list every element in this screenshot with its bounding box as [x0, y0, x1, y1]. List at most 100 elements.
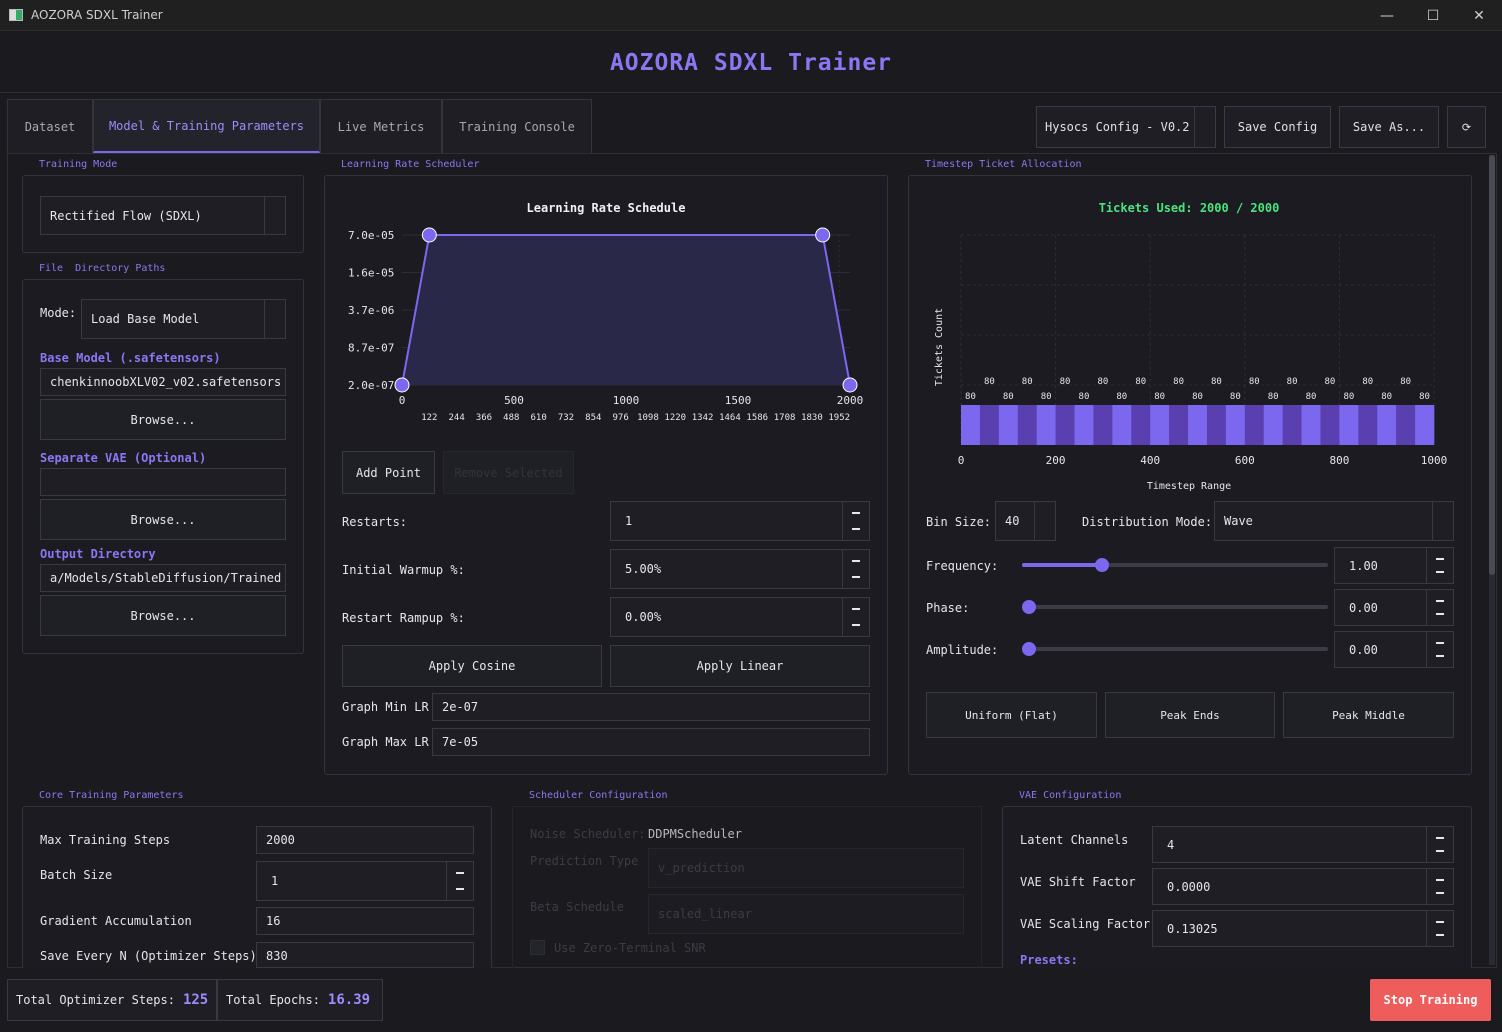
- lr-minor-tick-label: 1708: [774, 413, 796, 423]
- lr-chart-title: Learning Rate Schedule: [527, 201, 686, 215]
- total-epochs-value: 16.39: [327, 992, 371, 1008]
- vae-scaling-spinbox[interactable]: 0.13025: [1152, 910, 1454, 947]
- lr-minor-tick-label: 1098: [637, 413, 659, 423]
- latent-channels-stepper[interactable]: [1426, 827, 1453, 862]
- zero-snr-checkbox[interactable]: [530, 940, 545, 955]
- minimize-button[interactable]: —: [1380, 7, 1394, 24]
- lr-schedule-chart[interactable]: Learning Rate Schedule 7.0e-05 1.6e-05 3.7…: [330, 190, 880, 435]
- ticket-bar: [1244, 405, 1265, 445]
- stop-training-button[interactable]: Stop Training: [1370, 979, 1491, 1021]
- restarts-stepper[interactable]: [842, 502, 869, 540]
- restarts-spinbox[interactable]: 1: [610, 501, 870, 541]
- refresh-icon[interactable]: ⟳: [1447, 106, 1486, 148]
- base-model-input[interactable]: chenkinnoobXLV02_v02.safetensors: [40, 368, 286, 396]
- save-every-label: Save Every N (Optimizer Steps): [40, 949, 257, 963]
- remove-selected-button[interactable]: Remove Selected: [443, 451, 574, 494]
- noise-scheduler-value: DDPMScheduler: [648, 827, 742, 841]
- warmup-spinbox[interactable]: 5.00%: [610, 549, 870, 589]
- ticket-bar-label: 80: [984, 377, 995, 387]
- vae-browse-button[interactable]: Browse...: [40, 499, 286, 540]
- vae-shift-stepper[interactable]: [1426, 869, 1453, 904]
- uniform-flat-button[interactable]: Uniform (Flat): [926, 692, 1097, 738]
- peak-ends-button[interactable]: Peak Ends: [1105, 692, 1275, 738]
- peak-middle-button[interactable]: Peak Middle: [1283, 692, 1454, 738]
- distribution-mode-select[interactable]: Wave: [1214, 501, 1454, 541]
- lr-minor-tick-label: 1952: [828, 413, 850, 423]
- tab-dataset[interactable]: Dataset: [7, 99, 93, 153]
- frequency-slider-handle[interactable]: [1095, 558, 1109, 572]
- amplitude-spinbox[interactable]: 0.00: [1334, 631, 1454, 668]
- scrollbar-thumb[interactable]: [1489, 155, 1495, 575]
- apply-linear-button[interactable]: Apply Linear: [610, 645, 870, 687]
- min-lr-input[interactable]: 2e-07: [432, 693, 870, 721]
- apply-cosine-button[interactable]: Apply Cosine: [342, 645, 602, 687]
- rampup-stepper[interactable]: [842, 598, 869, 636]
- add-point-button[interactable]: Add Point: [342, 451, 435, 494]
- min-lr-label: Graph Min LR: [342, 700, 429, 714]
- distribution-mode-label: Distribution Mode:: [1082, 515, 1213, 529]
- prediction-type-select[interactable]: v_prediction: [648, 848, 964, 888]
- frequency-value: 1.00: [1349, 558, 1378, 573]
- core-params-label: Core Training Parameters: [39, 790, 184, 801]
- vae-shift-label: VAE Shift Factor: [1020, 875, 1136, 889]
- mode-select[interactable]: Load Base Model: [81, 299, 286, 339]
- vae-scaling-stepper[interactable]: [1426, 911, 1453, 946]
- amplitude-slider-handle[interactable]: [1022, 642, 1036, 656]
- warmup-stepper[interactable]: [842, 550, 869, 588]
- maximize-button[interactable]: ☐: [1426, 7, 1440, 24]
- lr-minor-tick-label: 1342: [692, 413, 714, 423]
- close-button[interactable]: ✕: [1473, 7, 1485, 24]
- bin-size-select[interactable]: 40: [995, 501, 1056, 541]
- phase-slider-handle[interactable]: [1022, 600, 1036, 614]
- frequency-slider[interactable]: [1022, 558, 1328, 572]
- lr-minor-tick-label: 976: [612, 413, 628, 423]
- lr-minor-tick-label: 366: [476, 413, 492, 423]
- beta-schedule-select[interactable]: scaled_linear: [648, 894, 964, 934]
- ticket-bar: [1377, 405, 1397, 445]
- presets-label: Presets:: [1020, 953, 1078, 967]
- phase-slider[interactable]: [1022, 600, 1328, 614]
- base-model-browse-button[interactable]: Browse...: [40, 399, 286, 440]
- training-mode-select[interactable]: Rectified Flow (SDXL): [40, 196, 286, 235]
- max-lr-input[interactable]: 7e-05: [432, 728, 870, 756]
- scrollbar-track[interactable]: [1489, 155, 1495, 965]
- vae-input[interactable]: [40, 468, 286, 496]
- config-select[interactable]: Hysocs Config - V0.2: [1036, 106, 1216, 148]
- amplitude-slider[interactable]: [1022, 642, 1328, 656]
- tab-live-metrics[interactable]: Live Metrics: [320, 99, 442, 153]
- lr-line: [401, 234, 851, 386]
- ticket-bar-label: 80: [965, 392, 976, 402]
- tab-model-training-parameters[interactable]: Model & Training Parameters: [93, 99, 320, 153]
- phase-stepper[interactable]: [1426, 590, 1453, 625]
- phase-spinbox[interactable]: 0.00: [1334, 589, 1454, 626]
- lr-control-point[interactable]: [421, 227, 437, 243]
- tab-training-console[interactable]: Training Console: [442, 99, 592, 153]
- amplitude-stepper[interactable]: [1426, 632, 1453, 667]
- lr-control-point[interactable]: [815, 227, 831, 243]
- mode-label: Mode:: [40, 306, 77, 320]
- training-mode-value: Rectified Flow (SDXL): [50, 208, 202, 223]
- base-model-label: Base Model (.safetensors): [40, 351, 221, 365]
- save-every-input[interactable]: 830: [256, 942, 474, 968]
- vae-shift-spinbox[interactable]: 0.0000: [1152, 868, 1454, 905]
- max-lr-label: Graph Max LR: [342, 735, 429, 749]
- batch-size-spinbox[interactable]: 1: [256, 861, 474, 901]
- window-title: AOZORA SDXL Trainer: [31, 8, 163, 22]
- save-config-button[interactable]: Save Config: [1224, 106, 1331, 148]
- lr-control-point[interactable]: [842, 377, 858, 393]
- save-as-button[interactable]: Save As...: [1339, 106, 1439, 148]
- grad-accum-input[interactable]: 16: [256, 907, 474, 935]
- rampup-spinbox[interactable]: 0.00%: [610, 597, 870, 637]
- ticket-chart-ylabel: Tickets Count: [934, 308, 945, 386]
- batch-size-stepper[interactable]: [446, 862, 473, 900]
- frequency-spinbox[interactable]: 1.00: [1334, 547, 1454, 584]
- max-steps-input[interactable]: 2000: [256, 826, 474, 854]
- ticket-bar: [1358, 405, 1378, 445]
- ticket-bar-label: 80: [1154, 392, 1165, 402]
- frequency-stepper[interactable]: [1426, 548, 1453, 583]
- output-browse-button[interactable]: Browse...: [40, 595, 286, 636]
- ticket-bar: [1263, 405, 1283, 445]
- latent-channels-spinbox[interactable]: 4: [1152, 826, 1454, 863]
- lr-control-point[interactable]: [394, 377, 410, 393]
- output-dir-input[interactable]: a/Models/StableDiffusion/Trained: [40, 564, 286, 592]
